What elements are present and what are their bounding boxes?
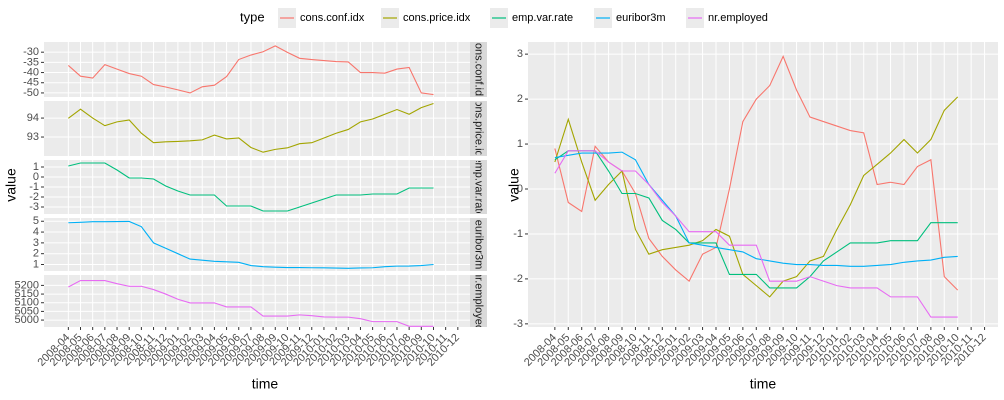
- panel-background: [44, 275, 470, 327]
- x-axis-title: time: [252, 376, 279, 392]
- panel-background: [44, 101, 470, 156]
- y-tick-label: 3: [33, 237, 39, 249]
- y-axis-title: value: [3, 168, 19, 202]
- strip-label: nr.employed: [473, 271, 485, 331]
- strip-background: [470, 160, 487, 214]
- y-tick-label: 4: [33, 226, 39, 238]
- legend-label: emp.var.rate: [512, 12, 573, 24]
- y-tick-label: -1: [513, 228, 523, 240]
- y-tick-label: 2: [33, 248, 39, 260]
- panel-background: [528, 42, 998, 327]
- y-tick-label: -2: [29, 191, 39, 203]
- series-line: [554, 151, 958, 267]
- y-tick-label: -50: [23, 87, 39, 99]
- x-axis-title: time: [750, 376, 777, 392]
- strip: cons.price.idx: [473, 95, 485, 163]
- legend-title: type: [240, 9, 265, 24]
- y-tick-label: 3: [517, 48, 523, 60]
- strip-background: [470, 101, 487, 156]
- y-tick-label: 2: [517, 93, 523, 105]
- series-line: [554, 150, 958, 318]
- legend-label: euribor3m: [616, 12, 666, 24]
- series-line: [67, 45, 434, 96]
- legend-label: cons.price.idx: [403, 12, 471, 24]
- strip-label: emp.var.rate: [473, 156, 485, 217]
- series-line: [554, 150, 958, 289]
- strip: euribor3m: [473, 220, 485, 270]
- strip-label: cons.price.idx: [473, 95, 485, 163]
- y-tick-label: 5000: [15, 314, 39, 326]
- y-tick-label: -30: [23, 46, 39, 58]
- y-tick-label: 5: [33, 215, 39, 227]
- y-tick-label: -40: [23, 66, 39, 78]
- series-line: [68, 220, 434, 269]
- legend-label: nr.employed: [708, 12, 768, 24]
- strip-label: cons.conf.idx: [473, 37, 485, 102]
- y-tick-label: 94: [27, 112, 39, 124]
- y-tick-label: 1: [517, 138, 523, 150]
- strip-background: [470, 275, 487, 327]
- panel-background: [44, 218, 470, 271]
- y-tick-label: 93: [27, 131, 39, 143]
- legend-label: cons.conf.idx: [300, 12, 365, 24]
- y-tick-label: 5150: [15, 288, 39, 300]
- y-tick-label: 0: [33, 171, 39, 183]
- y-axis-title: value: [506, 168, 522, 202]
- strip-background: [470, 218, 487, 271]
- y-tick-label: 5200: [15, 279, 39, 291]
- strip: emp.var.rate: [473, 156, 485, 217]
- y-tick-label: 5050: [15, 305, 39, 317]
- y-tick-label: -2: [513, 273, 523, 285]
- y-tick-label: 1: [33, 161, 39, 173]
- y-tick-label: -3: [29, 201, 39, 213]
- strip: nr.employed: [473, 271, 485, 331]
- series-line: [68, 102, 434, 153]
- y-tick-label: -45: [23, 77, 39, 89]
- series-line: [68, 162, 434, 212]
- strip: cons.conf.idx: [473, 37, 485, 102]
- y-tick-label: 5100: [15, 297, 39, 309]
- strip-background: [470, 42, 487, 97]
- series-line: [68, 280, 434, 327]
- y-tick-label: -1: [29, 181, 39, 193]
- y-tick-label: -3: [513, 318, 523, 330]
- y-tick-label: -35: [23, 56, 39, 68]
- y-tick-label: 0: [517, 183, 523, 195]
- strip-label: euribor3m: [473, 220, 485, 270]
- y-tick-label: 1: [33, 258, 39, 270]
- panel-background: [44, 42, 470, 97]
